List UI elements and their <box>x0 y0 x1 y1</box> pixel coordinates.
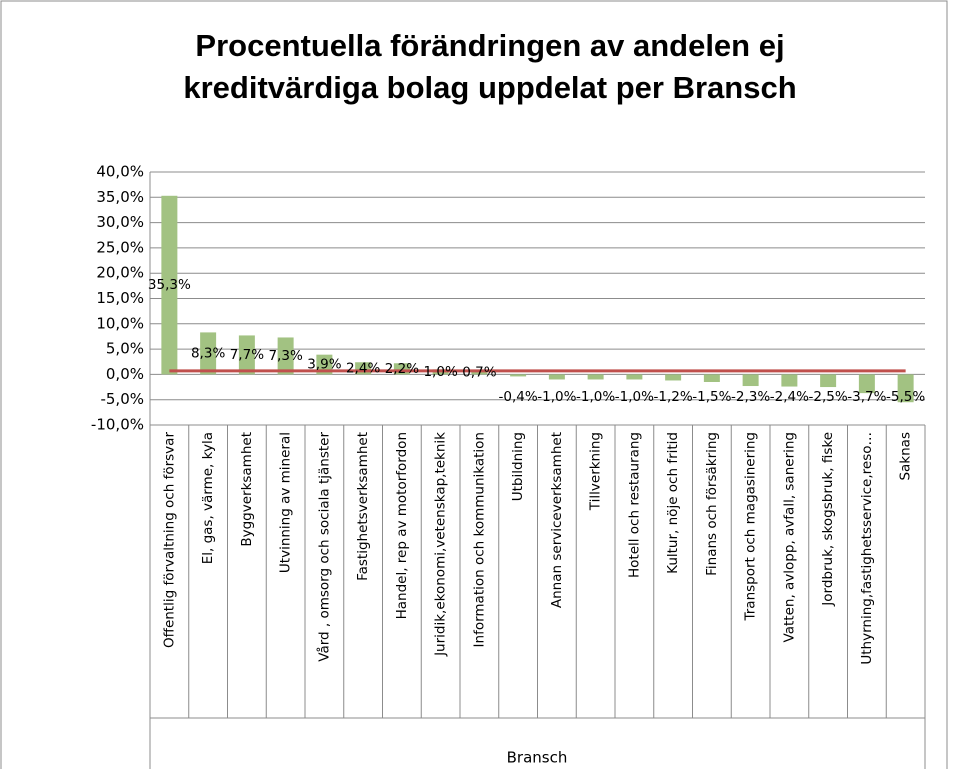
data-label: 2,2% <box>385 361 419 377</box>
bar <box>587 374 604 380</box>
data-label: 0,7% <box>462 365 496 381</box>
x-tick-label: Fastighetsverksamhet <box>355 432 371 581</box>
y-tick-label: 0,0% <box>106 365 144 383</box>
data-label: 2,4% <box>346 360 380 376</box>
x-tick-label: Finans och försäkring <box>704 432 720 576</box>
x-tick-label: Information och kommunikation <box>471 432 487 647</box>
x-tick-label: Utvinning av mineral <box>278 432 294 573</box>
x-tick-label: Uthyrning,fastighetsservice,reso… <box>859 432 875 665</box>
bar <box>897 374 914 403</box>
bar <box>626 374 643 380</box>
data-label: 3,9% <box>307 357 341 373</box>
data-label: -3,7% <box>847 389 886 405</box>
bar <box>665 374 682 381</box>
x-tick-label: Byggverksamhet <box>239 432 255 547</box>
data-label: -2,3% <box>731 389 770 405</box>
y-tick-label: 20,0% <box>96 264 144 282</box>
data-label: -1,2% <box>654 389 693 405</box>
data-label: -1,0% <box>537 389 576 405</box>
y-tick-label: 40,0% <box>96 163 144 181</box>
data-label: -2,5% <box>809 389 848 405</box>
y-tick-label: 25,0% <box>96 238 144 256</box>
data-label: 1,0% <box>423 364 457 380</box>
x-tick-label: Kultur, nöje och fritid <box>665 432 681 574</box>
data-label: -1,5% <box>692 389 731 405</box>
x-tick-label: Utbildning <box>510 432 526 501</box>
y-tick-label: -10,0% <box>91 416 144 434</box>
y-tick-label: -5,0% <box>100 390 144 408</box>
bar <box>820 374 837 388</box>
x-tick-label: Tillverkning <box>588 432 604 511</box>
bar <box>781 374 798 387</box>
data-label: 8,3% <box>191 345 225 361</box>
chart-title: kreditvärdiga bolag uppdelat per Bransch <box>183 70 796 105</box>
x-tick-label: Annan serviceverksamhet <box>549 432 565 608</box>
x-tick-label: Vatten, avlopp, avfall, sanering <box>781 432 797 642</box>
data-label: 7,3% <box>268 348 302 364</box>
x-tick-label: Offentlig förvaltning och försvar <box>161 432 177 648</box>
data-label: -1,0% <box>576 389 615 405</box>
data-label: -5,5% <box>886 389 925 405</box>
data-label: 7,7% <box>230 347 264 363</box>
x-tick-label: Vård , omsorg och sociala tjänster <box>315 432 332 662</box>
x-axis-title: Bransch <box>507 749 568 767</box>
chart-title: Procentuella förändringen av andelen ej <box>195 28 784 63</box>
x-tick-label: Juridik,ekonomi,vetenskap,teknik <box>433 432 449 657</box>
data-label: -2,4% <box>770 389 809 405</box>
data-label: -0,4% <box>499 389 538 405</box>
y-tick-label: 35,0% <box>96 188 144 206</box>
y-tick-label: 15,0% <box>96 289 144 307</box>
bar <box>703 374 720 382</box>
x-tick-label: Hotell och restaurang <box>626 432 642 578</box>
x-tick-label: Transport och magasinering <box>743 432 759 622</box>
bar <box>471 370 488 375</box>
bar <box>858 374 875 394</box>
x-tick-label: Jordbruk, skogsbruk, fiske <box>820 432 836 607</box>
bar <box>393 363 410 375</box>
bar <box>548 374 565 380</box>
bar <box>277 337 294 375</box>
y-tick-label: 5,0% <box>106 340 144 358</box>
bar <box>238 335 255 375</box>
x-tick-label: Saknas <box>898 432 914 481</box>
bar <box>510 374 527 377</box>
bar <box>200 332 217 375</box>
bar <box>742 374 759 387</box>
x-tick-label: El, gas, värme, kyla <box>200 432 216 564</box>
x-tick-label: Handel, rep av motorfordon <box>394 432 410 619</box>
y-tick-label: 10,0% <box>96 314 144 332</box>
data-label: 35,3% <box>148 277 191 293</box>
bar <box>161 195 178 375</box>
data-label: -1,0% <box>615 389 654 405</box>
y-tick-label: 30,0% <box>96 213 144 231</box>
